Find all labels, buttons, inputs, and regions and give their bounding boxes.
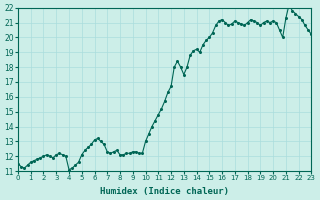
X-axis label: Humidex (Indice chaleur): Humidex (Indice chaleur) [100, 187, 229, 196]
